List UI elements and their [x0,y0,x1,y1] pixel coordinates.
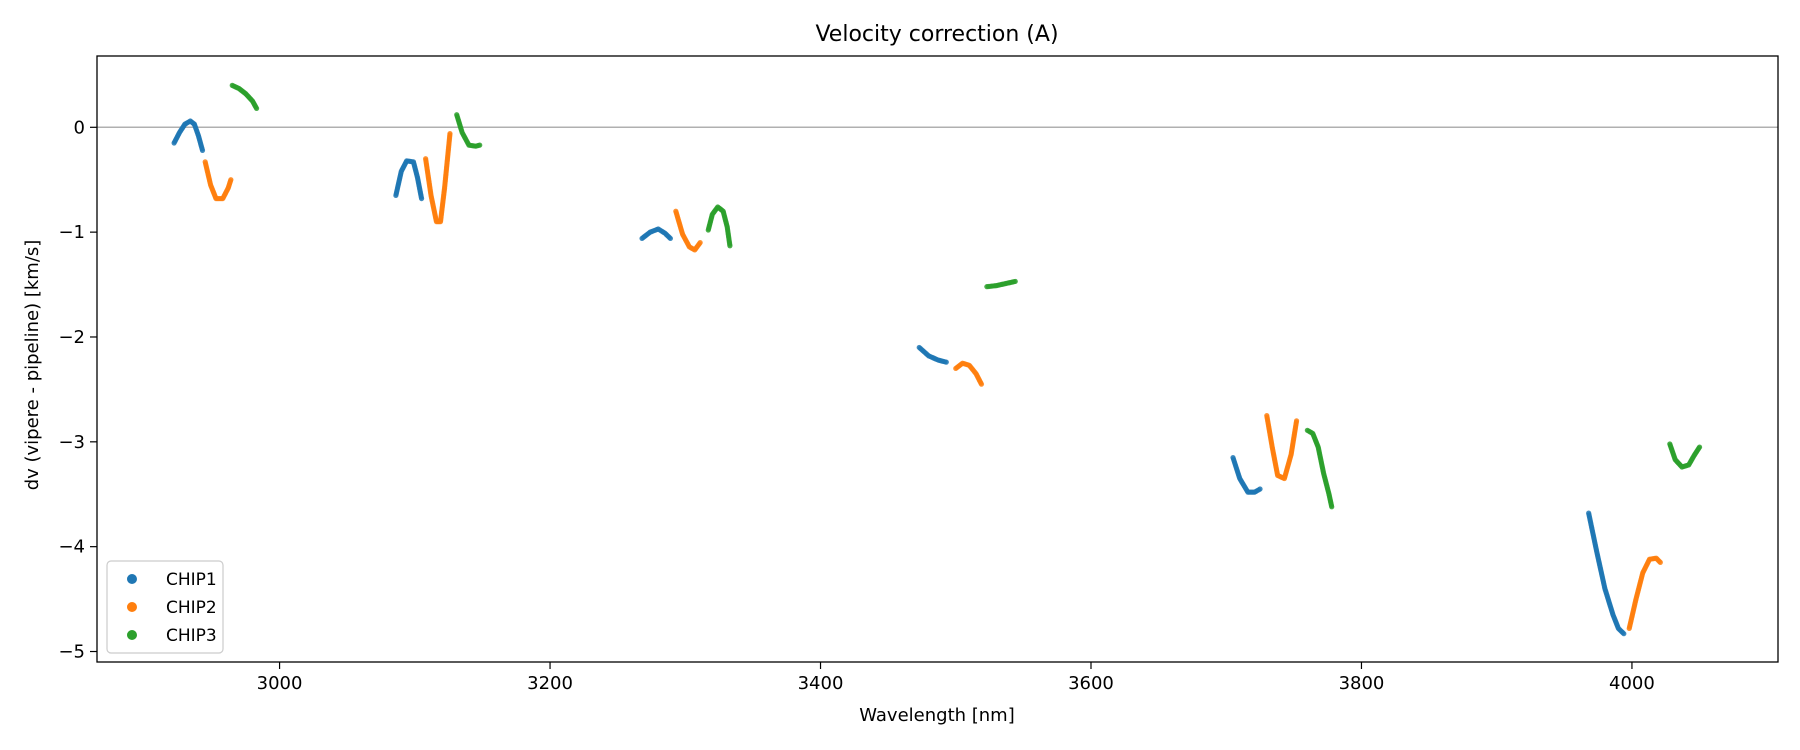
legend: CHIP1 CHIP2 CHIP3 [106,560,224,654]
x-tick-label: 3400 [798,673,844,694]
data-point [228,177,234,183]
data-point [1657,559,1663,566]
data-point [697,240,703,246]
y-tick-label: −2 [58,327,85,348]
legend-marker-chip2 [127,602,137,612]
series-chip2 [202,130,1663,632]
y-tick-label: −3 [58,432,85,453]
data-point [1329,504,1335,510]
data-point [253,105,260,112]
chart-title: Velocity correction (A) [815,22,1058,47]
legend-label-chip2: CHIP2 [166,598,217,618]
x-axis-label: Wavelength [nm] [859,705,1015,726]
series-chip1 [171,118,1627,637]
data-point [1696,444,1703,450]
data-point [1293,418,1300,424]
data-point [727,243,733,249]
x-tick-label: 3600 [1068,673,1114,694]
data-point [978,381,985,387]
data-point [1257,486,1263,492]
data-point [199,147,206,153]
series-chip3 [229,82,1703,510]
data-point [418,195,425,202]
x-tick-label: 3200 [527,673,573,694]
x-tick-label: 3800 [1339,673,1385,694]
data-point [447,130,453,137]
axes-frame [96,55,1779,663]
legend-label-chip1: CHIP1 [166,570,217,590]
legend-marker-chip3 [127,630,137,640]
y-tick-label: 0 [74,117,85,138]
y-axis-label: dv (vipere - pipeline) [km/s] [22,240,43,491]
plot-area [96,55,1779,663]
y-tick-label: −5 [58,642,85,663]
data-point [477,142,483,148]
x-tick-label: 3000 [257,673,303,694]
data-points [171,82,1703,637]
y-tick-label: −1 [58,222,85,243]
legend-label-chip3: CHIP3 [166,626,217,646]
data-point [667,235,674,242]
legend-box [106,560,224,654]
x-axis-ticks: 3000 3200 3400 3600 3800 4000 [257,662,1655,694]
y-axis-ticks: 0 −1 −2 −3 −4 −5 [58,117,97,663]
x-tick-label: 4000 [1609,673,1655,694]
y-tick-label: −4 [58,537,85,558]
data-point [1621,631,1627,637]
data-point [1012,278,1018,285]
legend-marker-chip1 [127,574,137,584]
data-point [943,359,949,365]
